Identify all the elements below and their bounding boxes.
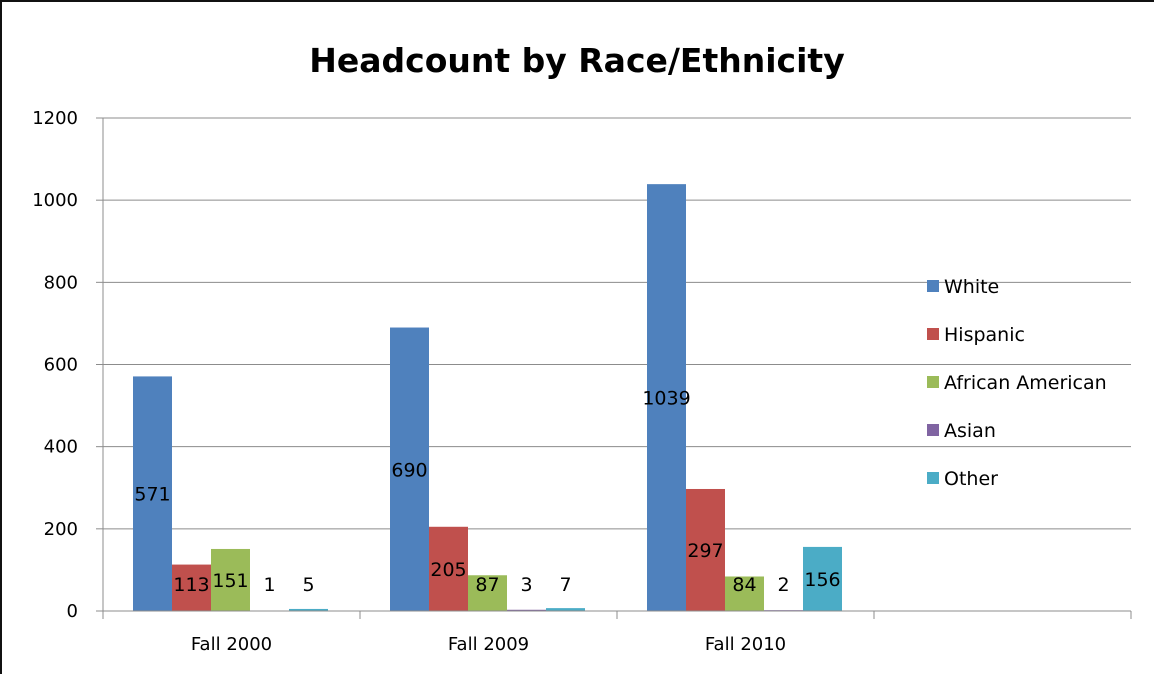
bar-asian xyxy=(507,609,546,611)
bar-hispanic xyxy=(686,488,725,611)
y-tick-label: 0 xyxy=(67,601,78,622)
y-tick-label: 1000 xyxy=(32,190,78,211)
y-tick-label: 600 xyxy=(44,355,78,376)
bar-other xyxy=(289,608,328,611)
bar-white xyxy=(390,327,429,611)
legend-swatch xyxy=(927,424,939,436)
legend-swatch xyxy=(927,376,939,388)
data-label: 84 xyxy=(732,574,756,596)
x-tick-label: Fall 2010 xyxy=(705,634,786,655)
bar-african-american xyxy=(211,548,250,611)
legend-label: Hispanic xyxy=(944,324,1025,346)
data-label: 1039 xyxy=(642,388,690,410)
data-label: 690 xyxy=(391,459,427,481)
legend-label: Other xyxy=(944,468,998,490)
data-label: 1 xyxy=(263,574,275,596)
data-label: 156 xyxy=(804,569,840,591)
data-label: 7 xyxy=(559,574,571,596)
y-tick-label: 400 xyxy=(44,437,78,458)
y-tick-label: 1200 xyxy=(32,108,78,129)
legend-swatch xyxy=(927,280,939,292)
data-label: 297 xyxy=(687,540,723,562)
x-axis: Fall 2000 Fall 2009 Fall 2010 xyxy=(102,610,1132,655)
bar-white xyxy=(647,184,686,611)
bars xyxy=(133,184,842,611)
y-tick-label: 800 xyxy=(44,272,78,293)
bar-other xyxy=(546,608,585,611)
bar-african-american xyxy=(725,576,764,611)
bar-african-american xyxy=(468,575,507,611)
bar-hispanic xyxy=(429,526,468,611)
legend-label: White xyxy=(944,276,999,298)
data-label: 205 xyxy=(430,559,466,581)
data-label: 113 xyxy=(173,574,209,596)
chart-title: Headcount by Race/Ethnicity xyxy=(309,41,844,80)
y-tick-label: 200 xyxy=(44,519,78,540)
data-label: 151 xyxy=(212,570,248,592)
legend: White Hispanic African American Asian Other xyxy=(927,276,1107,490)
legend-label: African American xyxy=(944,372,1107,394)
x-tick-label: Fall 2000 xyxy=(191,634,272,655)
bar-white xyxy=(133,376,172,611)
data-labels: 571 690 1039 113 205 297 151 87 84 1 3 2 5 7 156 xyxy=(134,388,840,596)
data-label: 87 xyxy=(475,574,499,596)
legend-label: Asian xyxy=(944,420,996,442)
legend-swatch xyxy=(927,328,939,340)
data-label: 3 xyxy=(520,574,532,596)
gridlines xyxy=(103,117,1131,530)
data-label: 5 xyxy=(302,574,314,596)
y-axis-ticks: 0 200 400 600 800 1000 1200 xyxy=(32,108,104,622)
legend-swatch xyxy=(927,472,939,484)
bar-other xyxy=(803,546,842,611)
x-tick-label: Fall 2009 xyxy=(448,634,529,655)
data-label: 571 xyxy=(134,484,170,506)
data-label: 2 xyxy=(777,574,789,596)
bar-hispanic xyxy=(172,564,211,611)
